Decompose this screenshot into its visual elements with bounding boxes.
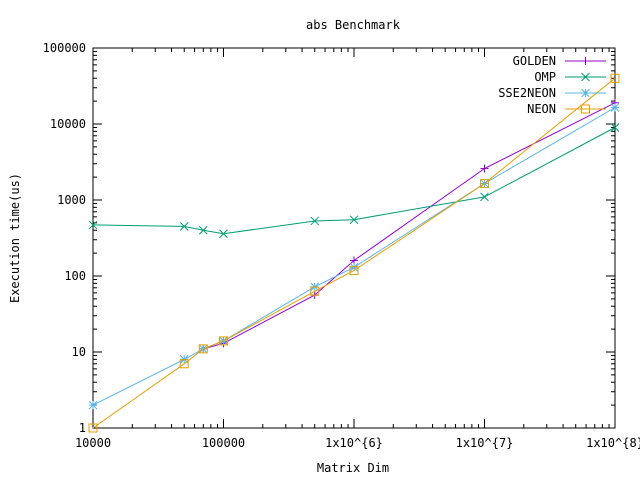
data-point: [610, 123, 620, 132]
x-tick-label: 100000: [202, 436, 245, 450]
series-golden: [199, 98, 619, 353]
data-point: [610, 103, 620, 112]
legend-label: OMP: [534, 70, 556, 84]
x-axis-label: Matrix Dim: [317, 461, 389, 475]
data-point: [219, 336, 228, 346]
series-layer: [88, 73, 620, 433]
y-tick-label: 100: [64, 269, 86, 283]
data-point: [610, 73, 620, 83]
series-line: [92, 77, 616, 429]
legend-entry: GOLDEN: [513, 54, 606, 68]
x-tick-label: 1x10^{6}: [325, 436, 383, 450]
y-axis-label: Execution time(us): [8, 173, 22, 303]
data-point: [88, 423, 98, 433]
data-point: [350, 256, 358, 265]
x-tick-label: 10000: [75, 436, 111, 450]
legend-label: GOLDEN: [513, 54, 556, 68]
data-point: [88, 400, 98, 410]
data-point: [179, 222, 189, 231]
series-line: [92, 107, 616, 406]
y-tick-label: 10: [72, 345, 86, 359]
data-point: [480, 178, 489, 188]
data-point: [88, 220, 98, 230]
legend-entry: OMP: [534, 70, 606, 84]
legend-label: SSE2NEON: [498, 86, 556, 100]
data-point: [480, 164, 489, 173]
legend: GOLDEN OMP SSE2NEON NEON: [498, 54, 606, 116]
series-neon: [88, 73, 620, 433]
y-tick-label: 100000: [43, 41, 86, 55]
series-sse2neon: [88, 103, 620, 410]
y-tick-label: 1000: [57, 193, 86, 207]
x-tick-label: 1x10^{7}: [456, 436, 514, 450]
data-point: [219, 229, 228, 239]
legend-marker: [581, 88, 590, 98]
legend-entry: SSE2NEON: [498, 86, 606, 100]
data-point: [349, 215, 359, 225]
legend-marker: [581, 72, 590, 82]
chart-title: abs Benchmark: [306, 18, 401, 32]
y-tick-label: 1: [79, 421, 86, 435]
series-omp: [88, 123, 620, 239]
data-point: [310, 286, 320, 296]
legend-entry: NEON: [527, 102, 606, 116]
data-point: [179, 359, 189, 369]
series-line: [203, 102, 616, 350]
data-point: [480, 192, 489, 202]
legend-marker: [581, 57, 590, 65]
legend-marker: [581, 104, 590, 114]
axes: 1 10 100 1000 10000 100000 10000 100000 1x10^{6}…: [43, 41, 640, 450]
data-point: [198, 344, 208, 354]
legend-label: NEON: [527, 102, 556, 116]
series-line: [92, 127, 616, 235]
data-point: [349, 266, 359, 276]
data-point: [310, 216, 320, 226]
data-point: [198, 225, 208, 235]
x-tick-label: 1x10^{8}: [586, 436, 640, 450]
y-tick-label: 10000: [50, 117, 86, 131]
